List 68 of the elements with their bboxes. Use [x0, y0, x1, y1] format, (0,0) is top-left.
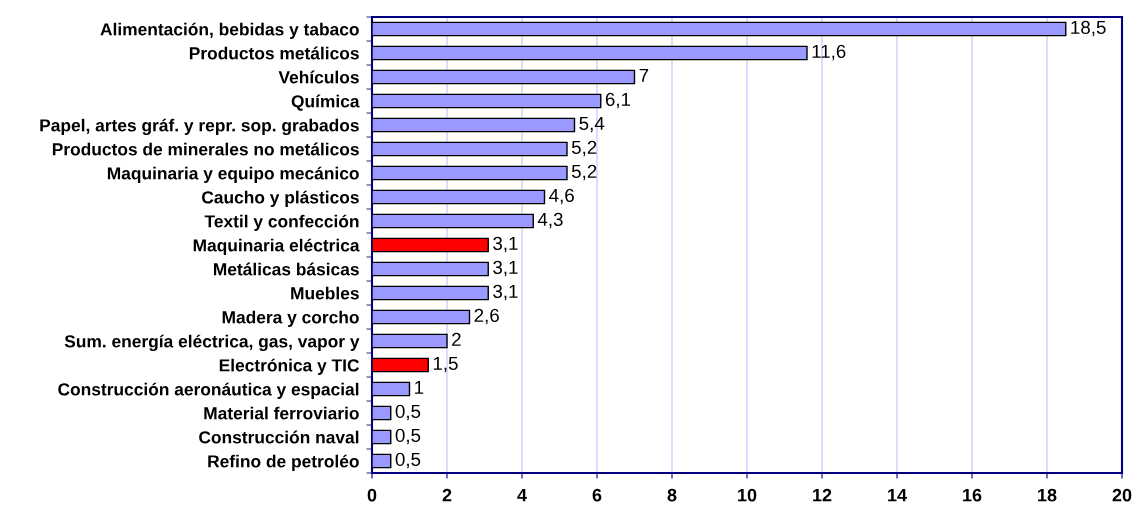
data-label: 4,3 [537, 212, 563, 229]
bar [372, 45, 808, 61]
y-tick-label: Metálicas básicas [213, 262, 359, 276]
data-label: 0,5 [395, 452, 421, 469]
data-label: 3,1 [493, 284, 518, 301]
y-tick-label: Maquinaria y equipo mecánico [107, 166, 359, 183]
bar [372, 237, 489, 253]
x-tick-label: 0 [367, 488, 377, 502]
y-tick-label: Productos de minerales no metálicos [52, 142, 359, 156]
data-label: 1,5 [433, 356, 458, 373]
y-tick-label: Textil y confección [204, 214, 359, 231]
data-label: 0,5 [395, 404, 421, 421]
bar [372, 285, 489, 301]
y-tick-label: Alimentación, bebidas y tabaco [100, 22, 359, 39]
bar [372, 141, 568, 157]
x-tick-label: 6 [592, 488, 602, 502]
bar [372, 333, 448, 349]
y-tick-label: Construcción aeronáutica y espacial [58, 382, 359, 399]
bar [372, 69, 636, 85]
x-tick-label: 8 [667, 488, 677, 502]
y-tick-label: Papel, artes gráf. y repr. sop. grabados [40, 118, 359, 136]
bar [372, 309, 471, 325]
data-label: 0,5 [395, 428, 421, 445]
bar [372, 429, 392, 445]
x-tick-label: 18 [1038, 488, 1057, 502]
bar [372, 453, 392, 469]
x-tick-label: 4 [517, 488, 527, 502]
y-tick-label: Caucho y plásticos [202, 190, 359, 207]
data-label: 7 [639, 68, 649, 82]
y-tick-label: Construcción naval [199, 430, 359, 444]
x-tick-label: 12 [813, 488, 832, 502]
y-tick-label: Refino de petroléo [208, 454, 359, 471]
data-label: 1 [415, 380, 424, 394]
bar [372, 405, 392, 421]
data-label: 4,6 [549, 188, 574, 205]
data-label: 18,5 [1071, 20, 1106, 37]
y-tick-label: Vehículos [278, 70, 359, 84]
data-label: 5,2 [571, 164, 597, 181]
y-tick-label: Química [291, 94, 360, 111]
bar [372, 165, 568, 181]
y-tick-label: Material ferroviario [204, 406, 359, 420]
bar [372, 381, 411, 397]
data-label: 2 [452, 332, 461, 346]
bar [372, 21, 1067, 37]
y-tick-label: Sum. energía eléctrica, gas, vapor y [64, 334, 360, 352]
x-tick-label: 16 [963, 488, 982, 502]
x-tick-label: 14 [888, 488, 907, 502]
data-label: 3,1 [493, 260, 518, 277]
data-label: 2,6 [474, 308, 499, 325]
bar [372, 93, 602, 109]
bar [372, 189, 546, 205]
y-tick-label: Productos metálicos [189, 46, 359, 60]
y-tick-label: Madera y corcho [222, 310, 359, 327]
bar [372, 357, 429, 373]
data-label: 6,1 [605, 92, 631, 109]
x-tick-label: 20 [1112, 488, 1132, 502]
x-tick-label: 10 [738, 488, 757, 502]
x-tick-label: 2 [442, 488, 452, 502]
data-label: 5,4 [579, 116, 605, 133]
y-tick-label: Maquinaria eléctrica [193, 238, 360, 255]
bar [372, 117, 576, 133]
data-label: 11,6 [812, 44, 846, 61]
y-tick-label: Electrónica y TIC [219, 358, 360, 375]
y-tick-label: Muebles [291, 286, 359, 300]
data-label: 3,1 [493, 236, 518, 253]
data-label: 5,2 [571, 140, 597, 157]
bar [372, 261, 489, 277]
bar [372, 213, 534, 229]
